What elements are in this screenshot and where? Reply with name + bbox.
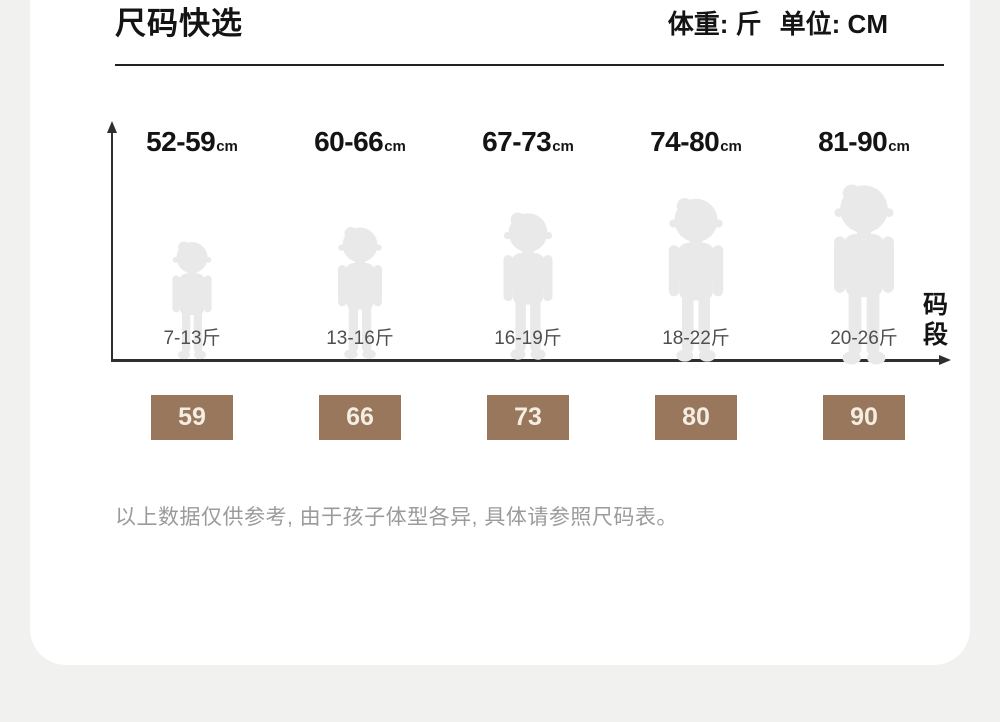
page-title: 尺码快选	[115, 6, 243, 41]
cm-unit-label: cm	[552, 138, 574, 155]
weight-range-label: 16-19斤	[494, 328, 562, 349]
size-box-label: 80	[682, 403, 710, 431]
size-column-80: 74-80cm 18-22斤 80	[612, 118, 780, 440]
x-axis	[111, 359, 941, 362]
size-column-59: 52-59cm 7-13斤 59	[108, 118, 276, 440]
size-box-label: 66	[346, 403, 374, 431]
y-axis-arrow-icon	[106, 121, 117, 133]
cm-unit-label: cm	[888, 138, 910, 155]
height-range-label: 67-73cm	[482, 126, 574, 157]
header-divider	[115, 64, 944, 66]
x-axis-arrow-icon	[939, 354, 951, 365]
size-box-label: 90	[850, 403, 878, 431]
footnote: 以上数据仅供参考, 由于孩子体型各异, 具体请参照尺码表。	[115, 506, 678, 529]
units-label: 体重: 斤 单位: CM	[668, 4, 888, 41]
size-box-label: 73	[514, 403, 542, 431]
size-box-73[interactable]: 73	[487, 395, 569, 440]
size-unit-label: 单位: CM	[779, 9, 888, 39]
height-range-label: 81-90cm	[818, 126, 910, 157]
x-axis-label: 码段	[922, 291, 948, 349]
size-chart: 52-59cm 7-13斤 59 60-66cm 13-16斤 66 67-73…	[108, 118, 948, 440]
size-column-90: 81-90cm 20-26斤 90	[780, 118, 948, 440]
cm-unit-label: cm	[216, 138, 238, 155]
product-card: 尺码快选 体重: 斤 单位: CM 码段 52-59cm 7-13斤 59 60…	[30, 0, 970, 665]
y-axis	[111, 132, 113, 362]
cm-unit-label: cm	[384, 138, 406, 155]
weight-range-label: 7-13斤	[163, 328, 221, 349]
weight-range-label: 20-26斤	[830, 328, 898, 349]
weight-unit-label: 体重: 斤	[667, 9, 762, 39]
weight-range-label: 18-22斤	[662, 328, 730, 349]
height-range-label: 74-80cm	[650, 126, 742, 157]
size-column-73: 67-73cm 16-19斤 73	[444, 118, 612, 440]
cm-unit-label: cm	[720, 138, 742, 155]
height-range-label: 52-59cm	[146, 126, 238, 157]
size-box-label: 59	[178, 403, 206, 431]
size-column-66: 60-66cm 13-16斤 66	[276, 118, 444, 440]
size-box-80[interactable]: 80	[655, 395, 737, 440]
size-box-59[interactable]: 59	[151, 395, 233, 440]
height-range-label: 60-66cm	[314, 126, 406, 157]
weight-range-label: 13-16斤	[326, 328, 394, 349]
size-box-66[interactable]: 66	[319, 395, 401, 440]
size-box-90[interactable]: 90	[823, 395, 905, 440]
